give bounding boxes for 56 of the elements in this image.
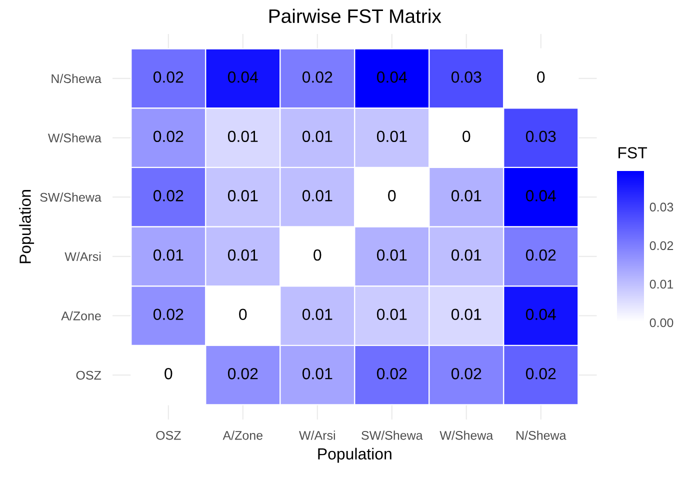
data-label: 0: [462, 130, 470, 142]
data-label: 0.01: [228, 190, 258, 202]
data-label: 0.01: [228, 130, 258, 142]
color-bar-label: 0.01: [650, 280, 674, 289]
data-label: 0: [314, 249, 322, 261]
color-bar-label: 0.03: [650, 202, 674, 212]
data-label: 0.01: [451, 308, 482, 320]
y-tick-label: A/Zone: [61, 311, 101, 320]
data-label: 0.03: [526, 130, 556, 142]
data-label: 0: [388, 190, 396, 202]
data-label: 0.02: [153, 71, 184, 83]
data-label: 0.01: [376, 308, 407, 320]
data-label: 0.01: [451, 249, 482, 261]
data-label: 0.02: [451, 368, 482, 380]
data-label: 0: [164, 368, 172, 380]
data-label: 0.01: [376, 130, 407, 142]
data-label: 0.02: [153, 308, 184, 320]
y-tick-label: W/Arsi: [64, 252, 101, 262]
x-tick-label: OSZ: [156, 430, 181, 440]
x-tick-label: A/Zone: [222, 430, 262, 440]
data-label: 0.01: [228, 249, 258, 261]
data-label: 0.01: [302, 368, 332, 380]
data-label: 0.02: [526, 368, 556, 380]
data-label: 0.02: [153, 130, 184, 142]
data-label: 0: [239, 308, 247, 320]
data-label: 0.01: [451, 190, 482, 202]
data-label: 0.02: [228, 368, 258, 380]
color-bar-label: 0.02: [650, 241, 674, 250]
x-tick-label: W/Arsi: [299, 430, 335, 440]
x-tick-label: W/Shewa: [440, 430, 494, 440]
y-tick-label: N/Shewa: [52, 74, 102, 84]
y-axis-title: Population: [19, 190, 34, 264]
data-label: 0.04: [228, 71, 258, 83]
data-label: 0.04: [526, 308, 556, 320]
data-label: 0.03: [451, 71, 482, 83]
data-label: 0.04: [376, 71, 407, 83]
data-label: 0.04: [526, 190, 556, 202]
data-label: 0.02: [526, 249, 556, 261]
y-tick-label: W/Shewa: [48, 133, 102, 142]
data-label: 0.01: [302, 130, 332, 142]
data-label: 0.02: [153, 190, 184, 202]
data-label: 0.02: [376, 368, 407, 380]
data-label: 0.01: [302, 308, 332, 320]
data-label: 0.02: [302, 71, 332, 83]
data-label: 0.01: [153, 249, 184, 261]
data-label: 0.01: [302, 190, 332, 202]
y-tick-label: SW/Shewa: [40, 192, 102, 202]
x-tick-label: SW/Shewa: [362, 430, 423, 440]
x-tick-label: N/Shewa: [516, 430, 566, 440]
color-bar-label: 0.00: [650, 318, 674, 328]
data-label: 0: [537, 71, 545, 83]
data-label: 0.01: [376, 249, 407, 261]
color-bar-title: FST: [618, 147, 648, 158]
y-tick-label: OSZ: [76, 370, 102, 380]
chart-title: Pairwise FST Matrix: [269, 8, 442, 24]
x-axis-title: Population: [318, 448, 392, 463]
